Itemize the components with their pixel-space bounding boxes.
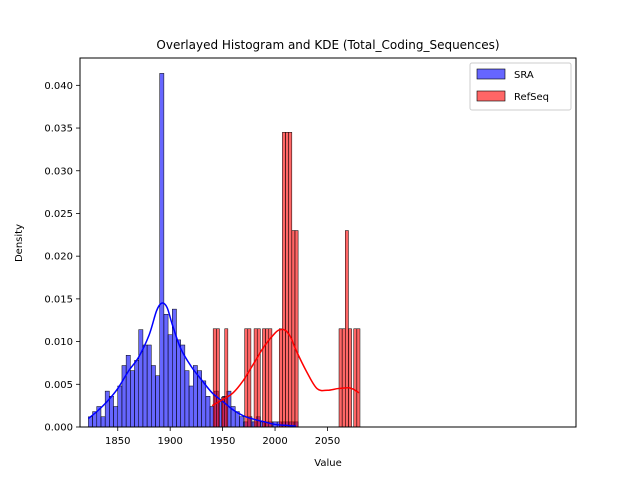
refseq-bar (268, 328, 273, 428)
sra-bar (134, 360, 139, 428)
x-axis-title: Value (314, 458, 341, 469)
y-tick-label: 0.040 (44, 81, 73, 92)
y-tick-label: 0.035 (44, 124, 73, 135)
refseq-bar (353, 328, 358, 428)
refseq-bar (212, 328, 217, 428)
sra-bar (155, 375, 160, 428)
legend-label-sra: SRA (514, 70, 534, 81)
y-axis-title: Density (14, 224, 25, 262)
legend-swatch-sra (476, 68, 506, 80)
sra-bar (138, 329, 144, 428)
refseq-bar (341, 328, 346, 428)
refseq-bar (356, 328, 361, 428)
refseq-bar (278, 328, 283, 428)
y-tick-label: 0.000 (44, 423, 73, 434)
y-tick-label: 0.020 (44, 252, 73, 263)
refseq-bar (253, 328, 258, 428)
x-tick-label: 2050 (315, 436, 340, 447)
sra-bar (146, 344, 152, 428)
refseq-bar (294, 230, 299, 428)
kde-layer (87, 302, 360, 427)
sra-bar (205, 396, 211, 428)
bars-layer (88, 73, 361, 428)
sra-bar (113, 406, 119, 428)
refseq-bar (247, 328, 252, 428)
sra-bar (201, 380, 207, 428)
x-tick-label: 1900 (157, 436, 182, 447)
sra-bar (130, 370, 135, 428)
x-tick-label: 1950 (210, 436, 235, 447)
legend: SRA RefSeq (469, 62, 572, 111)
x-tick-label: 2000 (262, 436, 287, 447)
sra-bar (239, 416, 244, 428)
sra-bar (159, 73, 165, 428)
sra-bar (180, 344, 186, 428)
y-axis: 0.000 0.005 0.010 0.015 0.020 0.025 0.030 0.035… (44, 81, 80, 434)
sra-bar (184, 370, 190, 428)
refseq-kde-line (211, 328, 360, 407)
chart-title: Overlayed Histogram and KDE (Total_Codin… (156, 38, 499, 52)
x-axis: 1850 1900 1950 2000 2050 (105, 427, 340, 447)
sra-bar (109, 396, 114, 428)
plot-frame (79, 57, 577, 428)
sra-bar (100, 416, 106, 428)
sra-bar (117, 385, 123, 428)
sra-bar (167, 334, 173, 428)
y-tick-label: 0.005 (44, 380, 73, 391)
refseq-bar (262, 328, 266, 428)
refseq-bar (216, 328, 220, 428)
y-tick-label: 0.010 (44, 337, 73, 348)
y-tick-label: 0.030 (44, 166, 73, 177)
x-tick-label: 1850 (105, 436, 130, 447)
refseq-bar (285, 132, 289, 428)
sra-bar (125, 355, 131, 428)
refseq-bar (256, 328, 261, 428)
sra-bar (142, 344, 148, 428)
legend-label-refseq: RefSeq (514, 92, 549, 103)
y-tick-label: 0.015 (44, 294, 73, 305)
sra-kde-line (87, 302, 297, 427)
refseq-bar (282, 132, 286, 428)
refseq-bar (338, 328, 343, 428)
legend-swatch-refseq (476, 90, 506, 102)
sra-bar (163, 314, 169, 428)
refseq-bar (291, 230, 296, 428)
refseq-bar (345, 230, 349, 428)
sra-bar (104, 390, 110, 428)
sra-bar (188, 385, 194, 428)
sra-bar (176, 339, 181, 428)
refseq-bar (348, 328, 352, 428)
sra-bar (151, 365, 156, 428)
y-tick-label: 0.025 (44, 209, 73, 220)
refseq-bar (288, 132, 293, 428)
refseq-bar (224, 328, 229, 428)
